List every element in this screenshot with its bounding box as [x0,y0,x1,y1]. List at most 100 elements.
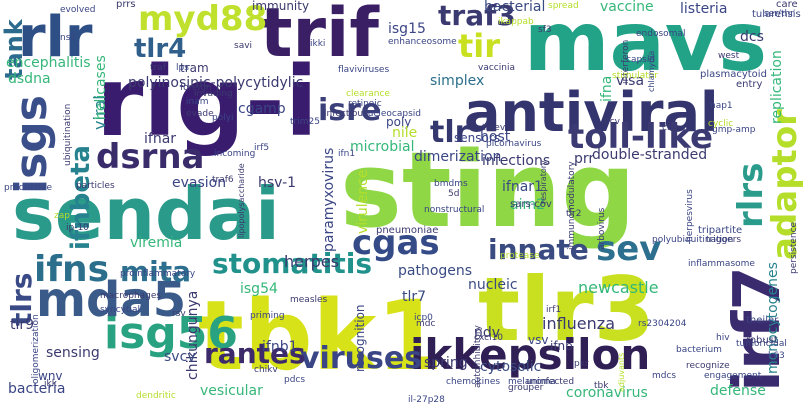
word-arbovirus: arbovirus [597,207,607,250]
word-endosomal: endosomal [636,29,686,39]
word-toll-like: toll-like [568,117,714,157]
word-mda5: mda5 [36,272,187,328]
word-pkr: pkr [574,359,589,369]
word-helicases: helicases [93,55,109,120]
word-nucleocapsid: nucleocapsid [362,109,421,119]
word-dcs: dcs [740,29,764,45]
word-ikkepsilon: ikkepsilon [410,330,651,379]
word-rlrs: rlrs [731,162,771,228]
word-theiler: theiler [746,315,779,326]
word-viremia: viremia [130,235,183,251]
word-herpes: herpes [284,252,339,271]
word-viruses: viruses [300,341,423,376]
word-incoming: incoming [214,149,256,159]
word-enhanceosome: enhanceosome [388,37,457,47]
word-recognize: recognize [686,361,730,371]
word-rsv: rsv [172,309,186,319]
word-tir: tir [458,27,501,65]
word-traf6: traf6 [212,175,234,185]
word-isg15: isg15 [388,21,426,37]
word-double-stranded: double-stranded [592,147,708,163]
word-tlr2: tlr2 [566,209,582,219]
word-productive: productive [4,183,52,193]
word-hsv-1: hsv-1 [258,175,297,191]
word-sf3: sf3 [538,25,552,35]
word-ikappab: ikappab [498,17,534,27]
word-dendritic: dendritic [136,391,176,401]
word-microbial: microbial [350,139,415,155]
word-lipopolysaccharide: lipopolysaccharide [237,163,246,238]
word-gmp-amp: gmp-amp [712,125,756,135]
word-coronavirus: coronavirus [566,385,648,401]
word-mdc: mdc [416,319,436,329]
word-infections: infections [482,153,551,169]
word-tbk: tbk [594,381,609,391]
word-ifnar: ifnar [144,131,177,147]
word-chemokines: chemokines [446,377,501,387]
word-chikungunya: chikungunya [185,290,201,380]
word-polyubiquitination: polyubiquitination [652,235,734,245]
word-engagement: engagement [704,371,762,381]
word-tripartite: tripartite [698,225,743,236]
word-trif: trif [260,0,379,73]
word-isre: isre [318,93,382,128]
word-rs2304204: rs2304204 [638,319,687,329]
word-tlr4: tlr4 [134,34,187,64]
word-prr: prr [574,151,595,167]
word-pathogens: pathogens [398,263,473,279]
word-tlr9: tlr9 [10,317,35,333]
word-sars-cov: sars-cov [510,199,552,210]
word-tularensis: tularensis [752,9,801,20]
word-picornavirus: picornavirus [486,139,542,149]
word-immunity: immunity [252,0,310,13]
word-retinoic: retinoic [348,99,382,109]
word-lps: lps [176,63,189,73]
word-spread: spread [548,1,579,11]
word-listeria: listeria [680,1,728,17]
word-priming: priming [250,311,285,321]
word-foreign: foreign [180,83,212,93]
word-mavs: mavs [524,0,768,90]
word-innate: innate [488,233,589,266]
word-clearance: clearance [346,89,390,99]
word-5d: 5d [448,189,460,199]
word-rlr: rlr [18,5,93,70]
word-respiratory: respiratory [539,160,548,204]
word-vesicular: vesicular [200,383,263,399]
word-stomatitis: stomatitis [212,247,372,280]
word-triggers: triggers [706,235,742,245]
word-immunomodulatory: immunomodulatory [567,161,577,250]
word-persistence: persistence [789,221,799,274]
word-particles: particles [76,181,115,191]
word-ndv: ndv [474,325,501,341]
word-uninfected: uninfected [526,377,575,387]
word-care: care [776,0,798,10]
word-ifn1: ifn1 [338,149,356,159]
word-rantes: rantes [204,337,306,370]
word-irf1: irf1 [546,305,562,315]
word-traf: traf [150,63,166,73]
word-ifns: ifns [34,249,110,290]
word-isg54: isg54 [240,281,278,297]
word-pneumoniae: pneumoniae [376,225,439,236]
word-oligomerization: oligomerization [31,314,41,384]
word-proinflammatory: proinflammatory [120,269,196,279]
word-sev: sev [596,229,662,269]
word-newcastle: newcastle [578,278,659,297]
word-sting: sting [340,129,636,251]
word-influenza: influenza [542,314,615,333]
word-cytosolic: cytosolic [480,359,542,375]
word-simplex: simplex [430,73,485,89]
word-cgamp: cgamp [238,101,286,117]
word-svcv: svcv [164,349,196,365]
word-mdcs: mdcs [652,371,677,381]
word-hiv: hiv [716,333,730,343]
word-ifnb1: ifnb1 [262,339,298,355]
word-wnv: wnv [38,369,63,383]
word-evolved: evolved [60,5,96,15]
word-flaviviruses: flaviviruses [338,65,390,75]
word-irf5: irf5 [254,143,270,153]
word-ip-10: ip-10 [66,223,89,233]
word-bacteria: bacteria [8,381,66,397]
